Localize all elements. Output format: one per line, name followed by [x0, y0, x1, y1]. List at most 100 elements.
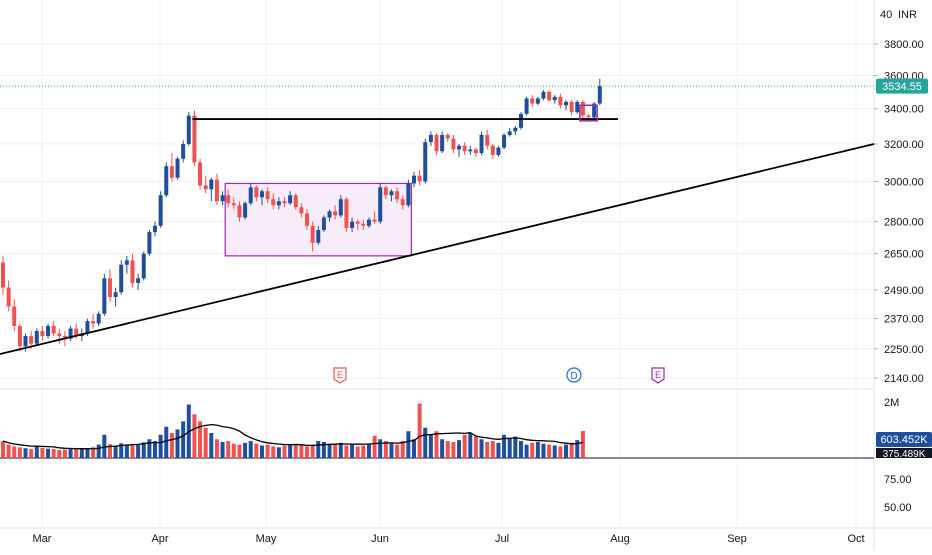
candle	[169, 153, 174, 182]
candle	[485, 129, 490, 150]
volume-bar	[305, 446, 310, 458]
candle-body	[518, 113, 523, 128]
volume-bar	[34, 446, 39, 458]
volume-bar	[338, 442, 343, 458]
candle	[372, 211, 377, 224]
candle-body	[389, 191, 394, 196]
volume-bar	[558, 446, 563, 458]
candle-body	[485, 134, 490, 146]
volume-bar	[366, 444, 371, 458]
volume-bar	[158, 434, 163, 458]
candle-body	[1, 262, 5, 288]
candle	[496, 145, 501, 157]
candle	[468, 145, 473, 155]
earnings-icon	[333, 367, 347, 384]
candle	[17, 323, 22, 352]
candle	[535, 96, 540, 106]
candle-body	[451, 138, 456, 150]
candle	[513, 126, 518, 135]
candle	[338, 195, 343, 218]
volume-bar	[107, 444, 112, 458]
candle-body	[411, 175, 416, 184]
candle	[597, 78, 602, 106]
candle-body	[383, 187, 388, 196]
volume-bar	[518, 441, 523, 458]
candle	[366, 217, 371, 228]
volume-bar	[316, 441, 321, 458]
volume-bar	[96, 444, 101, 458]
candle-body	[547, 91, 552, 101]
candle-body	[333, 211, 338, 216]
volume-bar	[57, 449, 62, 458]
candle-body	[288, 195, 293, 204]
earnings-label: E	[655, 370, 661, 380]
price-tick-label: 2370.00	[884, 314, 924, 326]
volume-bar	[417, 403, 422, 458]
volume-axis-max: 2M	[884, 397, 899, 409]
volume-bar	[153, 441, 158, 458]
volume-bar	[440, 439, 445, 458]
volume-bar	[169, 433, 174, 458]
candle-body	[243, 203, 248, 218]
candle	[524, 96, 529, 116]
candle-body	[130, 260, 135, 283]
candle-body	[569, 101, 574, 113]
candle	[288, 191, 293, 206]
candle-body	[350, 221, 355, 228]
candle-body	[141, 253, 146, 279]
volume-bar	[259, 445, 264, 458]
badges: 3534.55 603.452K 375.489K 2M	[0, 78, 932, 460]
candle	[136, 273, 141, 290]
candle	[259, 189, 264, 206]
time-axis[interactable]: Mar Apr May Jun Jul Aug Sep Oct	[0, 527, 932, 545]
price-scale[interactable]: 40 INR 3800.003600.003400.003200.003000.…	[873, 0, 924, 550]
trendline[interactable]	[0, 143, 875, 355]
candle	[6, 280, 11, 312]
volume-bar	[51, 449, 56, 458]
volume-bar	[468, 433, 473, 458]
candle	[305, 209, 310, 231]
volume-bar	[147, 439, 152, 458]
volume-bar	[293, 443, 298, 458]
volume-bar	[91, 447, 96, 458]
time-axis-label: Apr	[151, 533, 168, 545]
candle-body	[51, 326, 56, 334]
earnings-marker[interactable]: E	[651, 367, 665, 384]
small-box[interactable]	[579, 104, 598, 122]
candle-body	[338, 199, 343, 216]
volume-bar	[231, 443, 236, 458]
candle	[558, 93, 563, 109]
time-axis-label: Jul	[495, 533, 509, 545]
candle-body	[175, 158, 180, 178]
volume-bar	[485, 441, 490, 458]
dividend-marker[interactable]: D	[566, 367, 582, 383]
annotations-back	[224, 182, 412, 257]
price-tick-label: 3200.00	[884, 139, 924, 151]
price-axis-top-tick: 40	[880, 9, 892, 21]
candle	[119, 260, 124, 295]
earnings-marker[interactable]: E	[333, 367, 347, 384]
candle	[569, 100, 574, 116]
volume-bar	[119, 443, 124, 458]
volume-bar	[502, 434, 507, 458]
time-axis-label: Oct	[847, 533, 864, 545]
volume-bar	[265, 444, 270, 458]
candle-body	[462, 145, 467, 152]
candle	[361, 219, 366, 231]
candle	[1, 255, 5, 295]
candle-body	[271, 199, 276, 206]
volume-bar	[361, 445, 366, 458]
price-tick-label: 2800.00	[884, 217, 924, 229]
consolidation-box[interactable]	[224, 182, 412, 257]
candle	[445, 133, 450, 143]
candle-body	[355, 221, 360, 224]
candle-body	[29, 336, 34, 344]
candle	[530, 95, 535, 107]
earnings-label: E	[337, 370, 343, 380]
candle	[541, 90, 546, 101]
candle	[51, 321, 56, 337]
volume-bar	[327, 443, 332, 458]
